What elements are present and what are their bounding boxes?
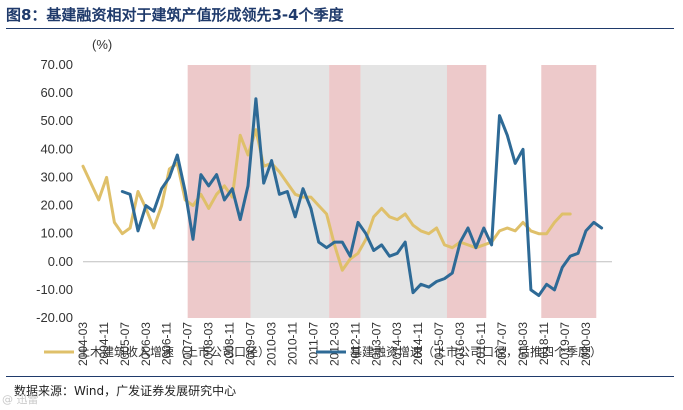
title-divider [6, 28, 674, 29]
x-tick-label: 2004-11 [97, 322, 111, 365]
y-axis: -20.00 -10.00 0.00 10.00 20.00 30.00 40.00 50.0… [36, 57, 73, 325]
legend-label-construction: 土木建筑收入增速（上市公司口径） [78, 344, 270, 359]
band-gray-1 [250, 65, 330, 318]
x-tick-label: 2010-11 [285, 322, 299, 365]
y-tick-label: 20.00 [40, 198, 73, 213]
series-lines [81, 97, 604, 297]
x-tick-label: 2016-03 [453, 322, 467, 366]
watermark: @ 迅雷 [2, 393, 39, 406]
band-pink-2 [329, 65, 361, 318]
x-tick-label: 2018-11 [537, 322, 551, 365]
legend-label-financing: 基建融资增速（上市公司口径，后推四个季度） [350, 344, 602, 359]
band-gray-3 [360, 65, 447, 318]
band-pink-4 [446, 65, 487, 318]
x-tick-label: 2016-11 [474, 322, 488, 365]
x-tick-label: 2008-11 [223, 322, 237, 365]
x-tick-label: 2005-07 [118, 322, 132, 366]
x-tick-label: 2013-07 [369, 322, 383, 366]
x-tick-label: 2012-03 [327, 322, 341, 366]
x-tick-label: 2012-11 [348, 322, 362, 365]
construction-revenue-line [81, 128, 572, 272]
x-tick-label: 2017-07 [495, 322, 509, 366]
x-tick-label: 2020-03 [579, 322, 593, 366]
x-tick-label: 2019-07 [558, 322, 572, 366]
x-tick-label: 2010-03 [264, 322, 278, 366]
x-tick-label: 2004-03 [76, 322, 90, 366]
x-axis: 2004-03 2004-11 2005-07 2006-03 2006-11 2007-… [76, 261, 612, 366]
x-tick-label: 2018-03 [516, 322, 530, 366]
y-tick-label: 50.00 [40, 113, 73, 128]
y-unit-label: (%) [92, 37, 112, 52]
x-tick-label: 2008-03 [202, 322, 216, 366]
data-source-note: 数据来源：Wind，广发证券发展研究中心 [14, 384, 237, 398]
y-tick-label: 30.00 [40, 169, 73, 184]
x-tick-label: 2014-11 [411, 322, 425, 365]
cycle-bands [187, 65, 597, 318]
x-tick-label: 2015-07 [432, 322, 446, 366]
y-tick-label: 40.00 [40, 141, 73, 156]
infrastructure-financing-line [120, 97, 604, 297]
y-tick-label: -10.00 [36, 282, 73, 297]
y-tick-label: 10.00 [40, 226, 73, 241]
y-tick-label: 0.00 [48, 254, 73, 269]
chart-area: -20.00 -10.00 0.00 10.00 20.00 30.00 40.00 50.0… [36, 37, 612, 366]
footer-divider [6, 376, 674, 377]
legend: 土木建筑收入增速（上市公司口径） 基建融资增速（上市公司口径，后推四个季度） [44, 344, 602, 359]
x-tick-label: 2006-11 [160, 322, 174, 365]
x-tick-label: 2009-07 [244, 322, 258, 366]
x-tick-label: 2014-03 [390, 322, 404, 366]
x-tick-label: 2011-07 [306, 322, 320, 365]
y-tick-label: 70.00 [40, 57, 73, 72]
x-tick-label: 2007-07 [181, 322, 195, 366]
y-tick-label: -20.00 [36, 310, 73, 325]
y-tick-label: 60.00 [40, 85, 73, 100]
chart-title: 图8：基建融资相对于建筑产值形成领先3-4个季度 [6, 6, 344, 24]
band-pink-5 [541, 65, 597, 318]
x-tick-label: 2006-03 [139, 322, 153, 366]
